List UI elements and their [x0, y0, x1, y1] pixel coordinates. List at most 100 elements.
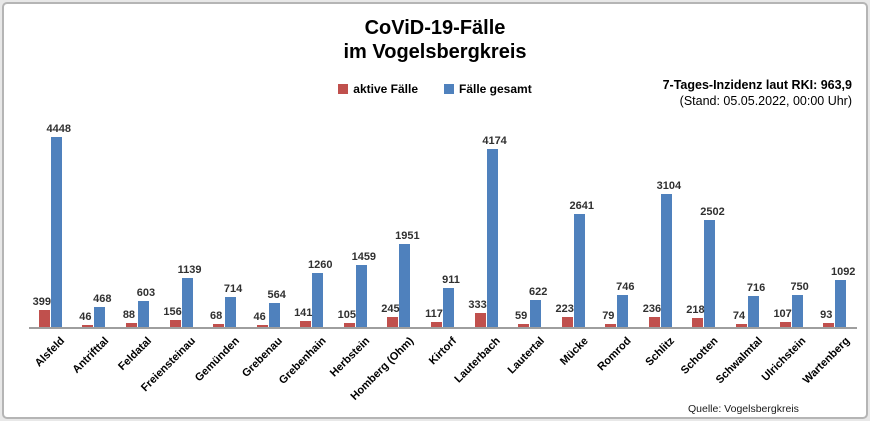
value-label-faelle-gesamt: 716 [746, 282, 766, 295]
bar-faelle-gesamt [704, 220, 716, 327]
bar-aktive-faelle [736, 323, 748, 327]
chart-title: CoViD-19-Fälle im Vogelsbergkreis [4, 16, 866, 64]
value-label-aktive-faelle: 88 [122, 309, 136, 322]
value-label-aktive-faelle: 79 [602, 309, 615, 322]
value-label-faelle-gesamt: 1092 [830, 266, 856, 279]
value-label-aktive-faelle: 68 [209, 310, 223, 323]
bar-aktive-faelle [605, 323, 617, 327]
legend-label-aktive-faelle: aktive Fälle [353, 82, 418, 96]
bar-faelle-gesamt [137, 301, 149, 327]
bar-faelle-gesamt [617, 295, 629, 327]
value-label-faelle-gesamt: 622 [528, 286, 548, 299]
value-label-faelle-gesamt: 2641 [569, 200, 594, 213]
bar-faelle-gesamt [312, 273, 324, 327]
bar-aktive-faelle [648, 316, 660, 327]
bar-faelle-gesamt [573, 214, 585, 327]
category-label: Lautertal [505, 335, 547, 377]
value-label-aktive-faelle: 74 [732, 309, 746, 322]
value-label-faelle-gesamt: 911 [442, 274, 460, 287]
as-of-date-line: (Stand: 05.05.2022, 00:00 Uhr) [679, 94, 852, 108]
category-label: Schotten [679, 335, 721, 377]
legend-swatch-blue-icon [444, 84, 454, 94]
value-label-aktive-faelle: 236 [642, 302, 662, 315]
category-label: Mücke [557, 335, 591, 368]
category-label: Lauterbach [452, 335, 504, 386]
category-label: Grebenau [240, 335, 286, 380]
bar-faelle-gesamt [94, 307, 106, 327]
chart-title-line1: CoViD-19-Fälle [364, 17, 506, 39]
value-label-faelle-gesamt: 3104 [656, 180, 682, 193]
value-label-aktive-faelle: 59 [515, 310, 528, 323]
incidence-annotation: 7-Tages-Inzidenz laut RKI: 963,9 (Stand:… [663, 77, 852, 109]
value-label-aktive-faelle: 107 [773, 308, 792, 321]
bar-faelle-gesamt [355, 264, 367, 327]
legend-item-aktive-faelle: aktive Fälle [338, 82, 418, 96]
legend-swatch-red-icon [338, 84, 349, 94]
category-label: Schlitz [643, 335, 678, 369]
value-label-aktive-faelle: 245 [381, 302, 400, 315]
bar-faelle-gesamt [791, 294, 803, 327]
value-label-faelle-gesamt: 4174 [482, 134, 507, 147]
category-label: Feldatal [116, 335, 155, 373]
bar-faelle-gesamt [268, 302, 280, 327]
value-label-aktive-faelle: 46 [79, 310, 92, 323]
bar-aktive-faelle [38, 309, 50, 327]
value-label-faelle-gesamt: 714 [223, 282, 243, 295]
category-axis: Alsfeld Antrifttal Feldatal Freiensteinau Ge… [29, 333, 857, 411]
bar-faelle-gesamt [748, 296, 760, 327]
value-label-aktive-faelle: 141 [294, 306, 313, 319]
bar-faelle-gesamt [443, 288, 454, 327]
value-label-aktive-faelle: 105 [337, 308, 356, 321]
value-label-faelle-gesamt: 564 [267, 288, 286, 301]
category-label: Kirtorf [427, 335, 460, 368]
legend-label-faelle-gesamt: Fälle gesamt [459, 82, 532, 96]
value-label-faelle-gesamt: 4448 [46, 123, 72, 135]
category-label: Gemünden [192, 335, 242, 385]
bar-aktive-faelle [692, 317, 704, 327]
bar-aktive-faelle [518, 324, 530, 327]
category-label: Alsfeld [32, 335, 68, 370]
bar-aktive-faelle [82, 324, 94, 327]
value-label-faelle-gesamt: 1139 [177, 264, 202, 277]
bar-aktive-faelle [300, 320, 312, 327]
value-label-aktive-faelle: 46 [253, 310, 266, 323]
bar-aktive-faelle [169, 320, 181, 327]
bar-aktive-faelle [474, 312, 486, 327]
bar-faelle-gesamt [50, 137, 62, 327]
value-label-faelle-gesamt: 746 [616, 281, 635, 294]
value-label-faelle-gesamt: 1951 [395, 229, 420, 242]
value-label-faelle-gesamt: 1260 [308, 259, 333, 272]
value-label-aktive-faelle: 218 [686, 303, 705, 316]
bar-faelle-gesamt [399, 243, 411, 327]
bar-aktive-faelle [561, 317, 573, 327]
value-label-faelle-gesamt: 2502 [700, 206, 725, 219]
legend-item-faelle-gesamt: Fälle gesamt [444, 82, 532, 96]
source-note: Quelle: Vogelsbergkreis [688, 403, 799, 415]
value-label-aktive-faelle: 223 [555, 303, 574, 316]
bar-aktive-faelle [256, 324, 268, 327]
category-label: Schwalmtal [713, 335, 765, 387]
value-label-faelle-gesamt: 603 [136, 287, 156, 300]
value-label-faelle-gesamt: 1459 [351, 250, 377, 263]
bar-faelle-gesamt [660, 194, 672, 327]
bar-aktive-faelle [431, 322, 442, 327]
bar-faelle-gesamt [181, 278, 193, 327]
bar-aktive-faelle [823, 323, 835, 327]
bar-aktive-faelle [387, 316, 399, 327]
value-label-aktive-faelle: 333 [468, 298, 487, 311]
plot-area: 399 4448 46 468 88 603 156 1139 68 714 46 564 141 126… [29, 122, 857, 329]
bar-faelle-gesamt [835, 280, 847, 327]
category-label: Romrod [595, 335, 634, 374]
value-label-faelle-gesamt: 468 [93, 293, 112, 305]
bar-aktive-faelle [213, 324, 225, 327]
value-label-aktive-faelle: 117 [425, 308, 443, 320]
bar-faelle-gesamt [486, 148, 498, 327]
bar-faelle-gesamt [225, 296, 237, 327]
value-label-aktive-faelle: 93 [820, 309, 833, 322]
value-label-faelle-gesamt: 750 [790, 280, 809, 293]
value-label-aktive-faelle: 156 [163, 306, 182, 319]
bar-aktive-faelle [343, 322, 355, 327]
value-label-aktive-faelle: 399 [32, 295, 51, 308]
chart-legend: aktive Fälle Fälle gesamt [4, 82, 866, 96]
incidence-value-line: 7-Tages-Inzidenz laut RKI: 963,9 [662, 78, 852, 92]
